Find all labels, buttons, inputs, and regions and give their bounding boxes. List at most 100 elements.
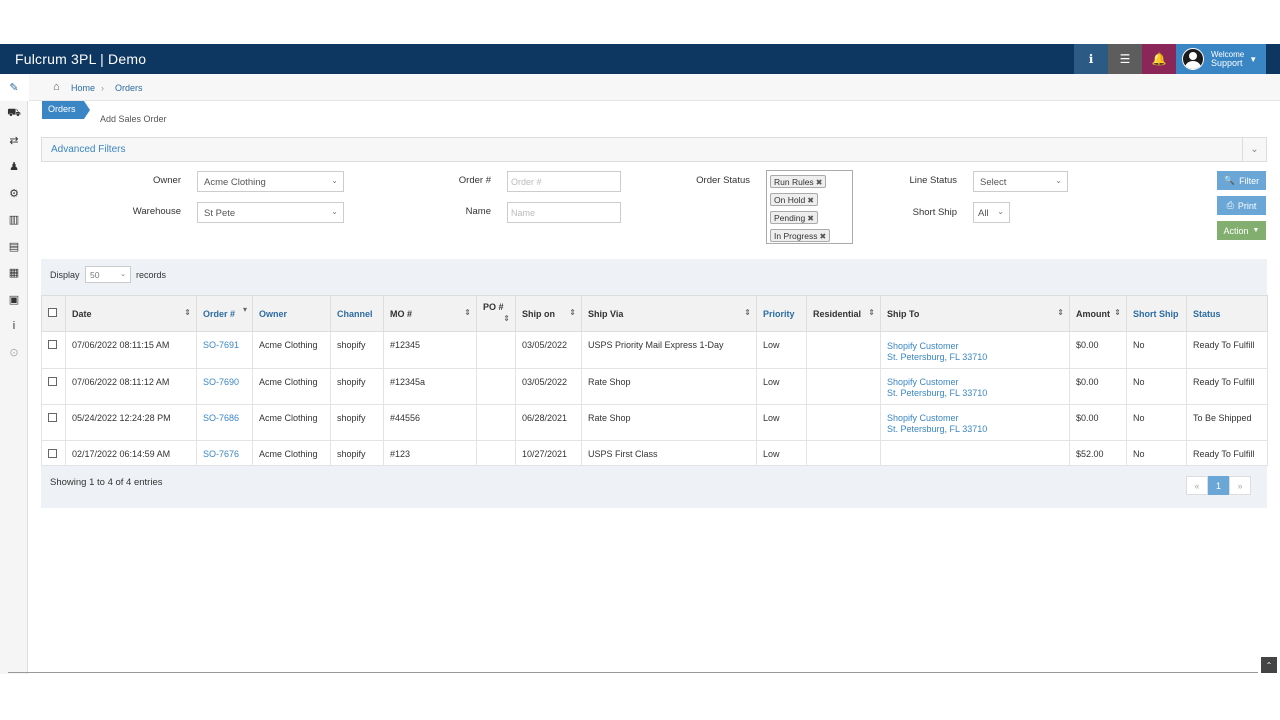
ship-to-cell[interactable]: Shopify Customer St. Petersburg, FL 33710 bbox=[880, 404, 1070, 441]
short-ship-cell: No bbox=[1126, 404, 1187, 441]
tab-orders[interactable]: Orders bbox=[42, 101, 90, 119]
sidebar-item-edit[interactable]: ✎ bbox=[0, 74, 28, 101]
select-all-checkbox-cell[interactable] bbox=[41, 295, 66, 332]
home-icon: ⌂ bbox=[53, 81, 60, 93]
user-menu[interactable]: Welcome Support ▼ bbox=[1176, 44, 1266, 74]
ship-to-name[interactable]: Shopify Customer bbox=[887, 377, 959, 387]
row-checkbox[interactable] bbox=[48, 340, 57, 349]
order-number-input[interactable]: Order # bbox=[507, 171, 621, 192]
table-row[interactable]: 07/06/2022 08:11:12 AM SO-7690 Acme Clot… bbox=[41, 368, 1268, 405]
print-button[interactable]: ⎙ Print bbox=[1217, 196, 1266, 215]
order-link[interactable]: SO-7686 bbox=[196, 404, 253, 441]
priority-cell: Low bbox=[756, 368, 807, 405]
notifications-button[interactable]: 🔔 bbox=[1142, 44, 1176, 74]
row-checkbox[interactable] bbox=[48, 413, 57, 422]
column-header-amount[interactable]: Amount ⇕ bbox=[1069, 295, 1127, 332]
messages-button[interactable]: ☰ bbox=[1108, 44, 1142, 74]
sidebar-item-reports[interactable]: ▦ bbox=[0, 260, 28, 287]
ship-to-name[interactable]: Shopify Customer bbox=[887, 341, 959, 351]
sidebar-item-briefcase[interactable]: ▣ bbox=[0, 286, 28, 313]
scroll-to-top-button[interactable]: ⌃ bbox=[1261, 657, 1277, 673]
row-checkbox[interactable] bbox=[48, 449, 57, 458]
select-all-checkbox[interactable] bbox=[48, 308, 57, 317]
info-button[interactable]: ℹ bbox=[1074, 44, 1108, 74]
column-header-ship-on[interactable]: Ship on ⇕ bbox=[515, 295, 582, 332]
remove-tag-icon[interactable]: ✖ bbox=[807, 214, 814, 223]
order-link[interactable]: SO-7690 bbox=[196, 368, 253, 405]
order-link[interactable]: SO-7691 bbox=[196, 331, 253, 369]
ship-via-cell: Rate Shop bbox=[581, 368, 757, 405]
column-header-date[interactable]: Date ⇕ bbox=[65, 295, 197, 332]
column-header-short-ship[interactable]: Short Ship bbox=[1126, 295, 1187, 332]
sidebar-item-barcode[interactable]: ▥ bbox=[0, 207, 28, 234]
warehouse-select[interactable]: St Pete ⌄ bbox=[197, 202, 344, 223]
table-row[interactable]: 07/06/2022 08:11:15 AM SO-7691 Acme Clot… bbox=[41, 331, 1268, 369]
status-cell: To Be Shipped bbox=[1186, 404, 1268, 441]
column-header-order-number[interactable]: Order # ▾ bbox=[196, 295, 253, 332]
row-checkbox[interactable] bbox=[48, 377, 57, 386]
sort-icon: ⇕ bbox=[464, 308, 471, 317]
sidebar-collapse[interactable]: ⊙ bbox=[0, 339, 28, 366]
person-icon: ♟ bbox=[9, 161, 19, 174]
sort-icon: ⇕ bbox=[503, 314, 510, 323]
ship-to-address[interactable]: St. Petersburg, FL 33710 bbox=[887, 352, 988, 362]
sidebar-item-settings[interactable]: ⚙ bbox=[0, 180, 28, 207]
sort-icon: ⇕ bbox=[1057, 308, 1064, 317]
column-header-ship-via[interactable]: Ship Via ⇕ bbox=[581, 295, 757, 332]
sidebar-item-book[interactable]: ▤ bbox=[0, 233, 28, 260]
column-header-owner[interactable]: Owner bbox=[252, 295, 331, 332]
owner-label: Owner bbox=[153, 175, 181, 186]
sidebar-item-people[interactable]: ♟ bbox=[0, 154, 28, 181]
chevron-down-icon: ⌄ bbox=[997, 207, 1004, 216]
table-row[interactable]: 02/17/2022 06:14:59 AM SO-7676 Acme Clot… bbox=[41, 440, 1268, 466]
status-cell: Ready To Fulfill bbox=[1186, 368, 1268, 405]
breadcrumb-orders[interactable]: Orders bbox=[115, 83, 143, 93]
order-status-multiselect[interactable]: Run Rules ✖ On Hold ✖ Pending ✖ In Progress… bbox=[766, 170, 853, 244]
column-header-po-number[interactable]: PO # ⇕ bbox=[476, 295, 516, 332]
owner-select[interactable]: Acme Clothing ⌄ bbox=[197, 171, 344, 192]
column-header-channel[interactable]: Channel bbox=[330, 295, 384, 332]
ship-to-address[interactable]: St. Petersburg, FL 33710 bbox=[887, 388, 988, 398]
tab-add-sales-order[interactable]: Add Sales Order bbox=[100, 114, 167, 124]
short-ship-select[interactable]: All ⌄ bbox=[973, 202, 1010, 223]
remove-tag-icon[interactable]: ✖ bbox=[807, 196, 814, 205]
ship-to-cell[interactable]: Shopify Customer St. Petersburg, FL 33710 bbox=[880, 368, 1070, 405]
remove-tag-icon[interactable]: ✖ bbox=[815, 178, 823, 187]
column-header-status[interactable]: Status bbox=[1186, 295, 1268, 332]
column-header-mo-number[interactable]: MO # ⇕ bbox=[383, 295, 477, 332]
pagination-next[interactable]: » bbox=[1229, 476, 1251, 495]
sidebar-item-shipping[interactable]: ⛟ bbox=[0, 101, 28, 128]
briefcase-icon: ▣ bbox=[8, 293, 20, 306]
row-checkbox-cell[interactable] bbox=[41, 331, 66, 369]
row-checkbox-cell[interactable] bbox=[41, 368, 66, 405]
pagination-page-1[interactable]: 1 bbox=[1208, 476, 1229, 495]
table-row[interactable]: 05/24/2022 12:24:28 PM SO-7686 Acme Clot… bbox=[41, 404, 1268, 441]
ship-to-cell[interactable]: Shopify Customer St. Petersburg, FL 33710 bbox=[880, 331, 1070, 369]
sidebar-item-transfers[interactable]: ⇄ bbox=[0, 127, 28, 154]
filter-button[interactable]: 🔍 Filter bbox=[1217, 171, 1266, 190]
status-tag-in-progress[interactable]: In Progress ✖ bbox=[770, 229, 831, 242]
status-tag-run-rules[interactable]: Run Rules ✖ bbox=[770, 175, 827, 188]
ship-to-name[interactable]: Shopify Customer bbox=[887, 413, 959, 423]
column-header-residential[interactable]: Residential ⇕ bbox=[806, 295, 881, 332]
chevron-down-icon[interactable]: ⌄ bbox=[1242, 138, 1266, 161]
name-input[interactable]: Name bbox=[507, 202, 621, 223]
column-header-priority[interactable]: Priority bbox=[756, 295, 807, 332]
remove-tag-icon[interactable]: ✖ bbox=[819, 232, 827, 241]
status-tag-on-hold[interactable]: On Hold ✖ bbox=[770, 193, 818, 206]
row-checkbox-cell[interactable] bbox=[41, 440, 66, 466]
advanced-filters-header[interactable]: Advanced Filters ⌄ bbox=[41, 137, 1267, 162]
line-status-select[interactable]: Select ⌄ bbox=[973, 171, 1068, 192]
ship-to-address[interactable]: St. Petersburg, FL 33710 bbox=[887, 424, 988, 434]
order-link[interactable]: SO-7676 bbox=[196, 440, 253, 466]
status-tag-pending[interactable]: Pending ✖ bbox=[770, 211, 818, 224]
row-checkbox-cell[interactable] bbox=[41, 404, 66, 441]
pagination-prev[interactable]: « bbox=[1186, 476, 1208, 495]
short-ship-cell: No bbox=[1126, 331, 1187, 369]
page-size-select[interactable]: 50 ⌄ bbox=[85, 266, 131, 283]
owner-cell: Acme Clothing bbox=[252, 368, 331, 405]
column-header-ship-to[interactable]: Ship To ⇕ bbox=[880, 295, 1070, 332]
sidebar-item-info[interactable]: i bbox=[0, 313, 28, 340]
action-button[interactable]: Action ▼ bbox=[1217, 221, 1266, 240]
breadcrumb-home[interactable]: Home bbox=[71, 83, 96, 93]
